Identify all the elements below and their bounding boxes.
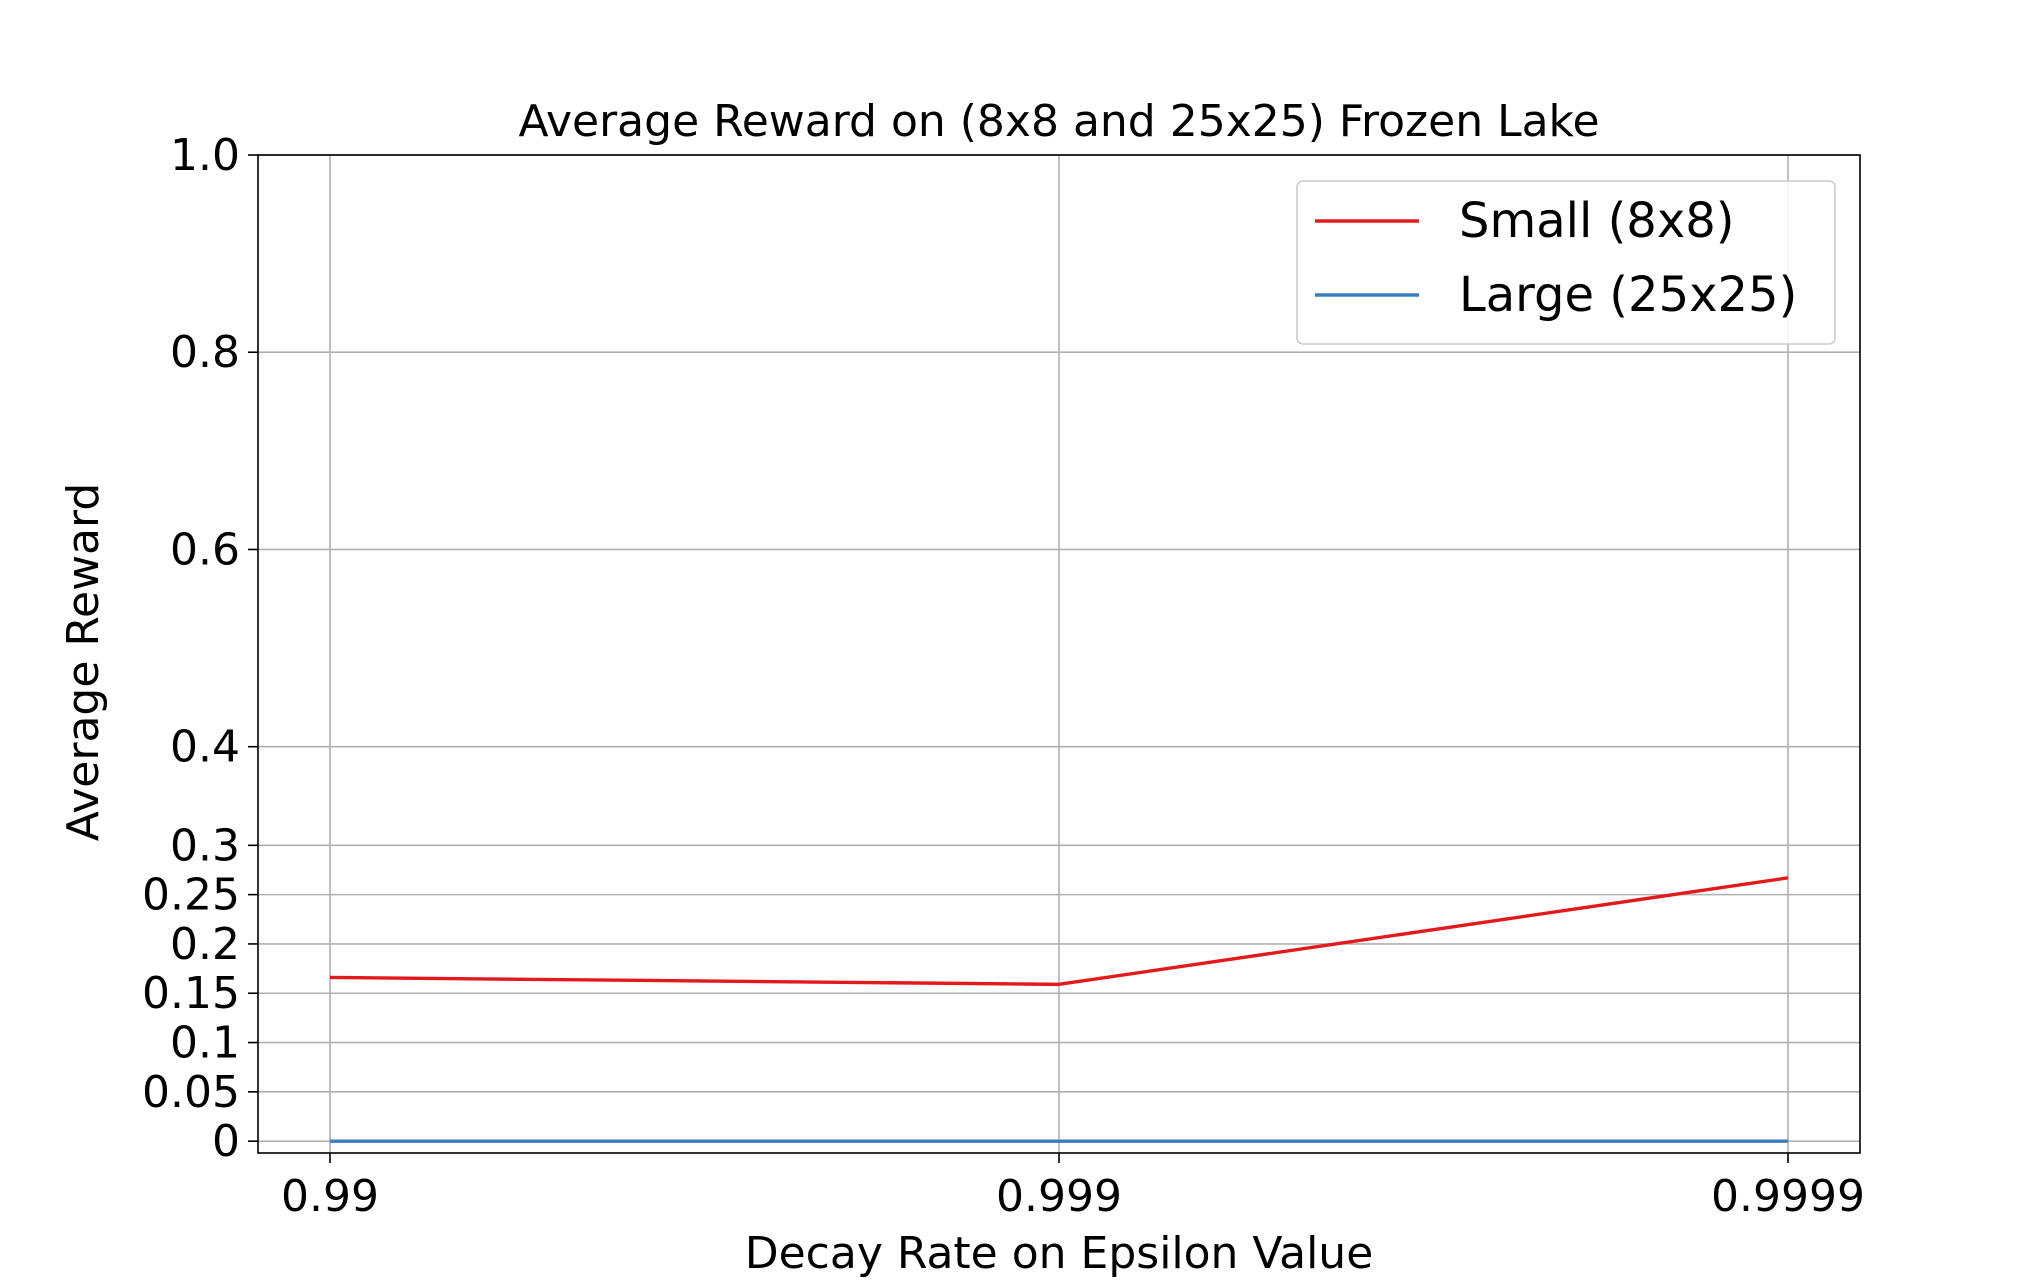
y-axis-ticks: 00.050.10.150.20.250.3 0.4 0.6 0.8 1.0 [142,130,258,1167]
x-tick-label: 0.9999 [1711,1171,1865,1222]
y-axis-label: Average Reward [58,483,109,842]
y-tick-label: 0.2 [170,919,240,970]
x-tick-label: 0.999 [996,1171,1122,1222]
y-tick-label: 1.0 [170,130,240,181]
y-tick-label: 0.1 [170,1018,240,1069]
y-tick-label: 0.8 [170,327,240,378]
legend: Small (8x8) Large (25x25) [1296,180,1836,345]
chart-title: Average Reward on (8x8 and 25x25) Frozen… [518,96,1599,147]
legend-box [1296,180,1836,345]
y-tick-label: 0.25 [142,870,240,921]
x-tick-label: 0.99 [281,1171,379,1222]
y-tick-label: 0.6 [170,524,240,575]
x-axis-label: Decay Rate on Epsilon Value [745,1228,1374,1279]
legend-label-1: Large (25x25) [1459,267,1797,323]
y-tick-label: 0.3 [170,820,240,871]
y-tick-label: 0.4 [170,722,240,773]
series-line-0 [329,876,1789,987]
series-layer [329,876,1789,1143]
y-tick-label: 0.05 [142,1067,240,1118]
legend-label-0: Small (8x8) [1459,193,1735,249]
y-tick-label: 0.15 [142,968,240,1019]
y-tick-label: 0 [212,1116,240,1167]
x-axis-ticks: 0.99 0.999 0.9999 [281,1153,1865,1222]
